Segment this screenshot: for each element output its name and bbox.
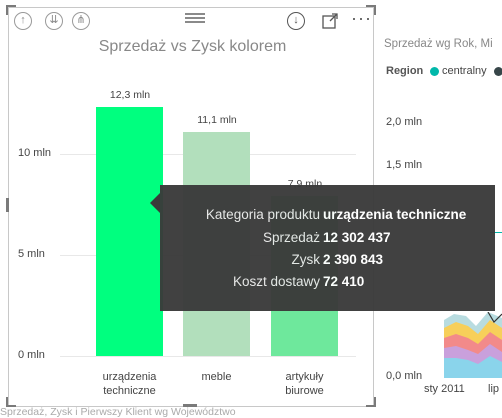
data-label: 11,1 mln [197,113,237,126]
tooltip-value: 2 390 843 [323,252,384,267]
resize-handle-top-right-v[interactable] [374,5,376,15]
resize-handle-bottom-left-v[interactable] [6,397,8,407]
focus-mode-icon[interactable] [322,12,339,29]
background-chart-title: Sprzedaż wg Rok, Mi [384,38,493,50]
tooltip-value: 72 410 [323,274,365,289]
bg-ytick-mid: 1,5 mln [386,159,423,171]
resize-handle-bottom[interactable] [183,404,197,407]
tooltip-label: Zysk [291,252,321,267]
background-line-segment [490,232,502,233]
bg-xtick-1: sty 2011 [424,383,465,395]
tooltip-value: 12 302 437 [323,230,391,245]
bg-ytick-bottom: 0,0 mln [386,370,423,382]
chart-title: Sprzedaż vs Zysk kolorem [98,38,287,55]
tooltip-row-shipping: Koszt dostawy 72 410 [160,274,495,294]
legend-item-centralny[interactable]: centralny [442,65,487,77]
drill-up-icon[interactable]: ↑ [14,12,32,30]
x-tick-label: meble [201,371,232,383]
tooltip-row-profit: Zysk 2 390 843 [160,252,495,272]
bg-ytick-top: 2,0 mln [386,116,423,128]
tooltip-value: urządzenia techniczne [323,207,467,222]
tooltip-row-sales: Sprzedaż 12 302 437 [160,230,495,250]
y-tick-label: 5 mln [18,248,45,260]
resize-handle-top-right[interactable] [366,5,376,7]
resize-handle-bottom-left[interactable] [6,405,16,407]
more-options-icon[interactable]: ··· [351,8,372,28]
tooltip-label: Kategoria produktu [205,207,320,222]
y-tick-label: 0 mln [18,349,45,361]
drill-down-mode-icon[interactable]: ↓ [287,12,305,30]
legend-title: Region [386,65,424,77]
resize-handle-bottom-right-v[interactable] [374,397,376,407]
next-visual-title: Sprzedaż, Zysk i Pierwszy Klient wg Woje… [0,406,236,418]
x-tick-label: urządzenia techniczne [102,371,157,397]
data-label: 12,3 mln [109,89,151,102]
resize-handle-left[interactable] [6,198,9,212]
legend-dot-second [494,67,502,76]
drag-grip-icon[interactable] [185,13,205,23]
tooltip-label: Sprzedaż [262,230,320,245]
tooltip: Kategoria produktu urządzenia techniczne… [160,185,495,311]
tooltip-arrow [150,193,160,213]
resize-handle-top-left[interactable] [6,5,16,7]
resize-handle-top-left-v[interactable] [6,5,8,15]
bg-xtick-2: lip [488,383,500,395]
gridline [60,356,356,357]
x-tick-label: artykuły biurowe [285,371,324,397]
resize-handle-bottom-right[interactable] [366,405,376,407]
background-area-chart [444,312,502,378]
bar-1[interactable] [96,107,163,356]
y-tick-label: 10 mln [18,147,52,159]
tooltip-row-category: Kategoria produktu urządzenia techniczne [160,207,495,227]
drill-down-all-icon[interactable]: ⋔ [72,12,90,30]
tooltip-label: Koszt dostawy [232,274,320,289]
legend-dot-centralny [430,67,439,76]
expand-next-level-icon[interactable]: ⇊ [45,12,63,30]
